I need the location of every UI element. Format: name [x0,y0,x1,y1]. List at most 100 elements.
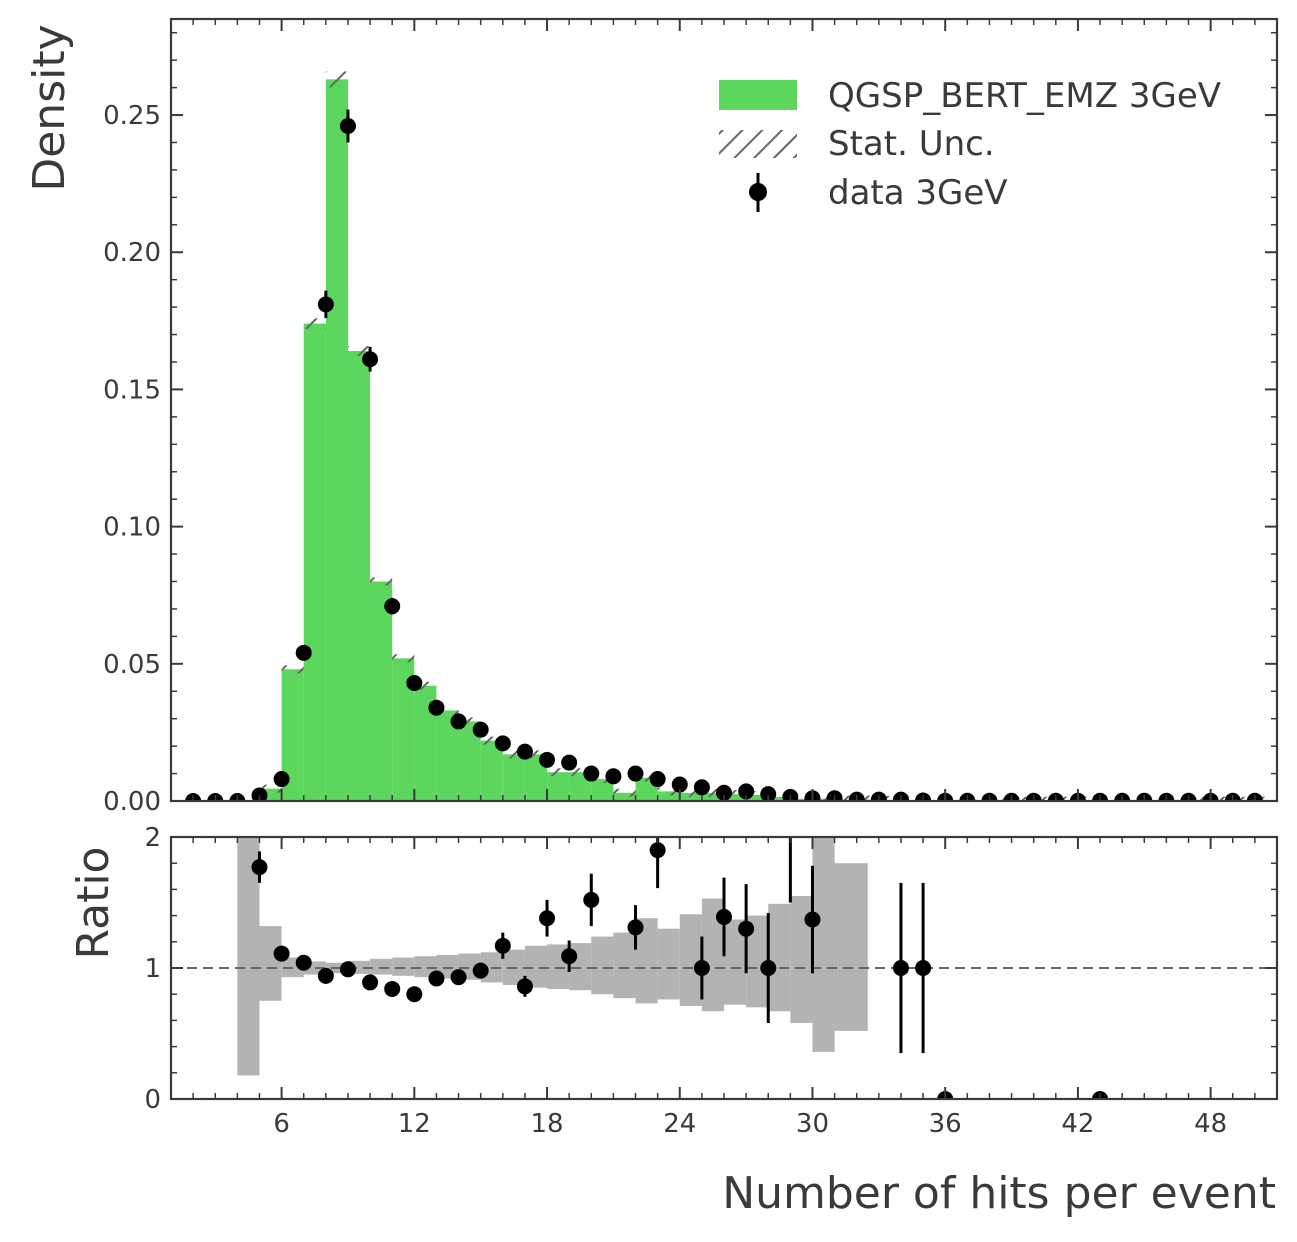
ratio-band-segment [680,914,702,1006]
data-point [406,675,422,691]
data-point [340,118,356,134]
data-point [318,296,334,312]
legend: QGSP_BERT_EMZ 3GeV Stat. Unc. data 3GeV [719,76,1221,213]
ratio-point [804,912,820,928]
ratio-point [915,960,931,976]
ratio-point [738,921,754,937]
mc-bar [326,79,348,801]
main-y-tick-label: 0.20 [103,238,161,268]
ratio-band-segment [658,929,680,1000]
ratio-band-segment [768,904,790,1011]
x-axis-label: Number of hits per event [722,1168,1276,1219]
legend-marker-data [749,183,767,201]
main-panel: 0.00 0.05 0.10 0.15 0.20 0.25 Density [24,19,1277,817]
stat-unc-hatch [392,654,414,662]
ratio-point [583,892,599,908]
legend-label-unc: Stat. Unc. [828,124,995,164]
ratio-y-tick-label: 2 [144,823,161,853]
ratio-point [561,948,577,964]
stat-unc-hatch [282,665,304,673]
ratio-band-segment [259,926,281,1001]
mc-histogram [259,79,1277,801]
legend-label-mc: QGSP_BERT_EMZ 3GeV [828,76,1221,116]
main-y-tick-label: 0.00 [103,787,161,817]
x-tick-label: 48 [1194,1109,1227,1139]
data-point [451,713,467,729]
ratio-point [428,970,444,986]
legend-swatch-mc [719,80,797,110]
ratio-band-segment [392,958,414,976]
x-tick-label: 18 [530,1109,563,1139]
ratio-point [893,960,909,976]
main-y-tick-label: 0.05 [103,650,161,680]
ratio-point [473,963,489,979]
ratio-point [451,969,467,985]
data-point [628,766,644,782]
ratio-band-segment [812,837,834,1052]
ratio-y-axis-label: Ratio [68,847,119,960]
ratio-point [716,909,732,925]
main-ticks: 0.00 0.05 0.10 0.15 0.20 0.25 [103,19,1277,817]
ratio-point [340,961,356,977]
mc-bar [348,351,370,801]
ratio-point [539,910,555,926]
ratio-point [782,803,798,819]
ratio-point [251,859,267,875]
ratio-unc-band [237,837,867,1075]
data-point [561,755,577,771]
x-tick-label: 24 [663,1109,696,1139]
data-point [650,771,666,787]
stat-unc-hatch [304,318,326,328]
ratio-point [406,986,422,1002]
main-y-tick-label: 0.15 [103,375,161,405]
data-point [274,771,290,787]
data-point [384,598,400,614]
ratio-point [296,955,312,971]
x-tick-label: 42 [1061,1109,1094,1139]
ratio-point [495,938,511,954]
main-y-tick-label: 0.10 [103,513,161,543]
ratio-y-tick-label: 1 [144,954,161,984]
ratio-band-segment [613,933,635,999]
main-y-tick-label: 0.25 [103,101,161,131]
data-point [495,735,511,751]
x-tick-label: 12 [398,1109,431,1139]
legend-swatch-unc [719,130,797,158]
mc-bar [547,772,569,801]
main-y-axis-label: Density [24,24,75,191]
ratio-point [694,960,710,976]
ratio-point [517,978,533,994]
mc-bar [370,581,392,801]
data-point [473,722,489,738]
stat-unc-hatch [370,577,392,585]
data-point [296,645,312,661]
mc-bar [503,754,525,801]
legend-label-data: data 3GeV [828,173,1008,213]
x-tick-label: 36 [929,1109,962,1139]
data-point [583,766,599,782]
data-point [605,768,621,784]
ratio-point [384,981,400,997]
ratio-band-segment [370,959,392,975]
ratio-point [628,919,644,935]
data-point [539,752,555,768]
data-point [362,351,378,367]
ratio-point [318,968,334,984]
ratio-point [274,946,290,962]
ratio-point [362,974,378,990]
data-point [517,744,533,760]
ratio-point [760,960,776,976]
stat-unc-hatch [613,789,635,797]
ratio-band-segment [835,863,868,1031]
ratio-y-tick-label: 0 [144,1085,161,1115]
data-point [428,700,444,716]
data-point [694,779,710,795]
stat-unc-hatch [326,71,348,87]
ratio-point [650,842,666,858]
x-tick-label: 30 [796,1109,829,1139]
x-tick-label: 6 [273,1109,290,1139]
ratio-band-segment [591,937,613,995]
mc-bar [304,324,326,801]
